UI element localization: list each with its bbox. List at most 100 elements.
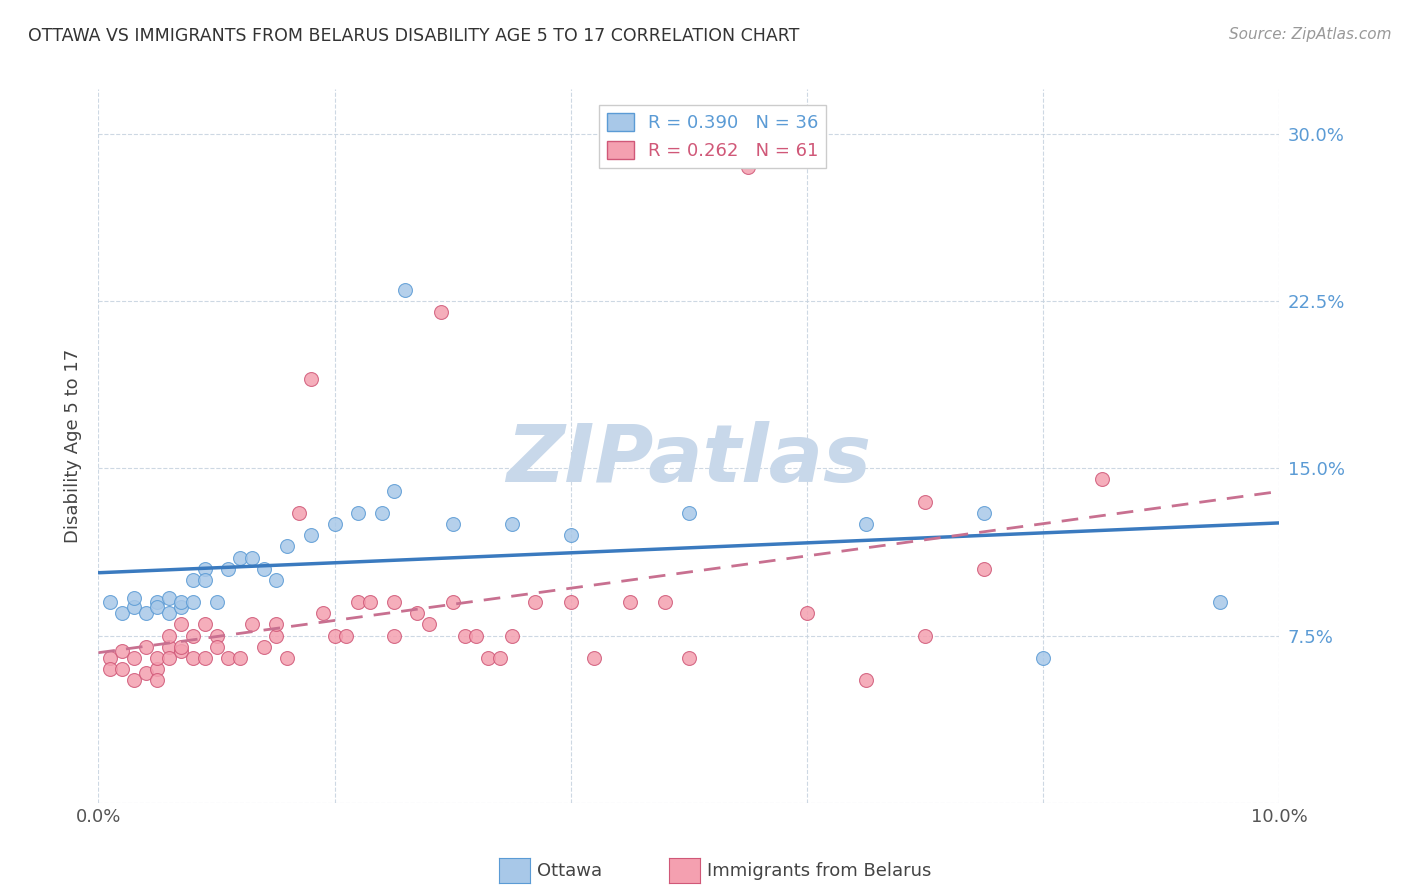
Text: Ottawa: Ottawa — [537, 862, 602, 880]
Point — [441, 517, 464, 532]
Point — [299, 372, 322, 386]
Point — [264, 573, 287, 587]
Point — [501, 517, 523, 532]
Point — [914, 494, 936, 508]
Point — [430, 305, 453, 319]
Point — [299, 528, 322, 542]
Point — [501, 628, 523, 642]
Point — [973, 506, 995, 520]
Point — [122, 651, 145, 665]
Point — [560, 528, 582, 542]
Point — [194, 562, 217, 576]
Point — [181, 651, 204, 665]
Point — [855, 673, 877, 687]
Point — [394, 283, 416, 297]
Point — [205, 640, 228, 654]
Point — [276, 539, 298, 553]
Point — [181, 573, 204, 587]
Point — [146, 662, 169, 676]
Point — [157, 591, 180, 605]
Point — [135, 640, 157, 654]
Point — [122, 599, 145, 614]
Point — [619, 595, 641, 609]
Point — [276, 651, 298, 665]
Point — [98, 651, 121, 665]
Point — [170, 640, 193, 654]
Point — [135, 607, 157, 621]
Text: OTTAWA VS IMMIGRANTS FROM BELARUS DISABILITY AGE 5 TO 17 CORRELATION CHART: OTTAWA VS IMMIGRANTS FROM BELARUS DISABI… — [28, 27, 800, 45]
Point — [146, 651, 169, 665]
Point — [205, 628, 228, 642]
Point — [477, 651, 499, 665]
Point — [217, 562, 239, 576]
Point — [229, 651, 252, 665]
Point — [146, 673, 169, 687]
Point — [111, 644, 134, 658]
Point — [146, 595, 169, 609]
Point — [194, 617, 217, 632]
Point — [240, 617, 263, 632]
Point — [205, 595, 228, 609]
Point — [453, 628, 475, 642]
Point — [1209, 595, 1232, 609]
Point — [157, 651, 180, 665]
Point — [973, 562, 995, 576]
Point — [122, 673, 145, 687]
Point — [914, 628, 936, 642]
Point — [382, 595, 405, 609]
Point — [382, 483, 405, 498]
Point — [371, 506, 394, 520]
Point — [157, 607, 180, 621]
Point — [288, 506, 311, 520]
Point — [264, 628, 287, 642]
Point — [465, 628, 488, 642]
Point — [122, 591, 145, 605]
Point — [194, 651, 217, 665]
Y-axis label: Disability Age 5 to 17: Disability Age 5 to 17 — [63, 349, 82, 543]
Point — [98, 662, 121, 676]
Point — [170, 595, 193, 609]
Point — [170, 599, 193, 614]
Point — [524, 595, 547, 609]
Point — [157, 640, 180, 654]
Point — [737, 161, 759, 175]
Point — [855, 517, 877, 532]
Point — [98, 595, 121, 609]
Point — [312, 607, 335, 621]
Point — [406, 607, 429, 621]
Point — [1091, 473, 1114, 487]
Point — [240, 550, 263, 565]
Point — [359, 595, 381, 609]
Point — [654, 595, 676, 609]
Point — [678, 651, 700, 665]
Point — [489, 651, 512, 665]
Point — [157, 628, 180, 642]
Text: Source: ZipAtlas.com: Source: ZipAtlas.com — [1229, 27, 1392, 42]
Point — [418, 617, 440, 632]
Point — [229, 550, 252, 565]
Point — [194, 573, 217, 587]
Point — [264, 617, 287, 632]
Point — [181, 628, 204, 642]
Point — [1032, 651, 1054, 665]
Point — [170, 617, 193, 632]
Point — [382, 628, 405, 642]
Text: ZIPatlas: ZIPatlas — [506, 421, 872, 500]
Point — [583, 651, 606, 665]
Point — [323, 517, 346, 532]
Point — [323, 628, 346, 642]
Point — [796, 607, 818, 621]
Legend: R = 0.390   N = 36, R = 0.262   N = 61: R = 0.390 N = 36, R = 0.262 N = 61 — [599, 105, 825, 168]
Point — [111, 662, 134, 676]
Point — [146, 599, 169, 614]
Point — [560, 595, 582, 609]
Point — [347, 595, 370, 609]
Point — [135, 666, 157, 681]
Point — [170, 644, 193, 658]
Text: Immigrants from Belarus: Immigrants from Belarus — [707, 862, 932, 880]
Point — [253, 640, 276, 654]
Point — [441, 595, 464, 609]
Point — [347, 506, 370, 520]
Point — [678, 506, 700, 520]
Point — [217, 651, 239, 665]
